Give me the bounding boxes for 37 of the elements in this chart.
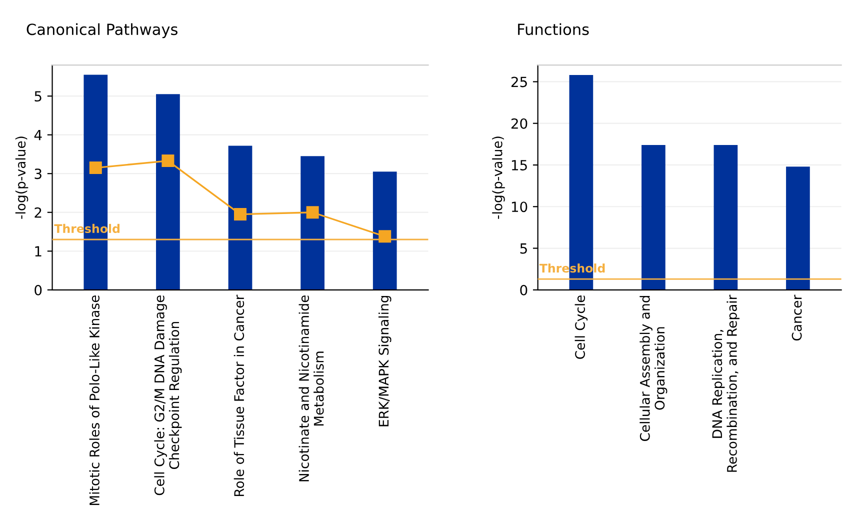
x-tick-label: Cancer xyxy=(792,294,802,340)
y-tick-label: 25 xyxy=(511,76,527,88)
y-tick-label: 2 xyxy=(34,207,42,218)
bar xyxy=(156,94,180,290)
chart-title: Canonical Pathways xyxy=(26,23,178,38)
bar xyxy=(786,166,810,290)
y-axis-title: -log(p-value) xyxy=(492,136,505,219)
y-tick-label: 5 xyxy=(34,91,42,102)
bar xyxy=(372,172,397,290)
chart-title: Functions xyxy=(518,23,589,36)
x-tick-label: Mitotic Roles of Polo-Like Kinase xyxy=(89,295,100,505)
bar xyxy=(300,156,324,290)
bar xyxy=(642,145,666,290)
y-tick-label: 3 xyxy=(34,168,42,180)
y-tick-label: 0 xyxy=(520,284,528,296)
y-tick-label: 0 xyxy=(34,284,42,296)
point xyxy=(234,208,247,221)
x-tick-label: ERK/MAPK Signaling xyxy=(378,296,392,426)
x-tick-label: Cell Cycle: G2/M DNA Damage Checkpoint Regulation xyxy=(154,295,182,496)
x-tick-label: Cellular Assembly and Organization xyxy=(640,296,668,442)
y-tick-label: 10 xyxy=(512,202,528,212)
point xyxy=(89,162,102,174)
point xyxy=(378,230,392,243)
x-tick-label: Cell Cycle xyxy=(574,295,588,359)
x-tick-label: Nicotinate and Nicotinamide Metabolism xyxy=(298,295,324,482)
y-tick-label: 4 xyxy=(34,130,42,140)
y-axis-title: -log(p-value) xyxy=(15,136,28,219)
y-tick-label: 20 xyxy=(511,118,528,129)
bar xyxy=(228,146,252,290)
point xyxy=(306,206,319,219)
y-tick-label: 1 xyxy=(35,246,42,256)
y-tick-label: 5 xyxy=(520,243,527,254)
bar xyxy=(714,145,738,290)
x-tick-label: DNA Replication, Recombination, and Repair xyxy=(712,294,740,472)
x-tick-label: Role of Tissue Factor in Cancer xyxy=(234,294,244,496)
point xyxy=(162,154,174,168)
y-tick-label: 15 xyxy=(512,160,527,170)
